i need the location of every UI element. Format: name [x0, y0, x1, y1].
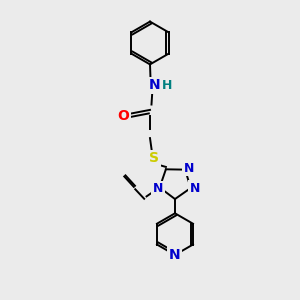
Text: N: N: [148, 78, 160, 92]
Text: H: H: [162, 79, 172, 92]
Text: S: S: [149, 151, 160, 165]
Text: N: N: [153, 182, 163, 196]
Text: O: O: [117, 109, 129, 123]
Text: N: N: [169, 248, 181, 262]
Text: N: N: [190, 182, 200, 194]
Text: N: N: [184, 162, 194, 175]
